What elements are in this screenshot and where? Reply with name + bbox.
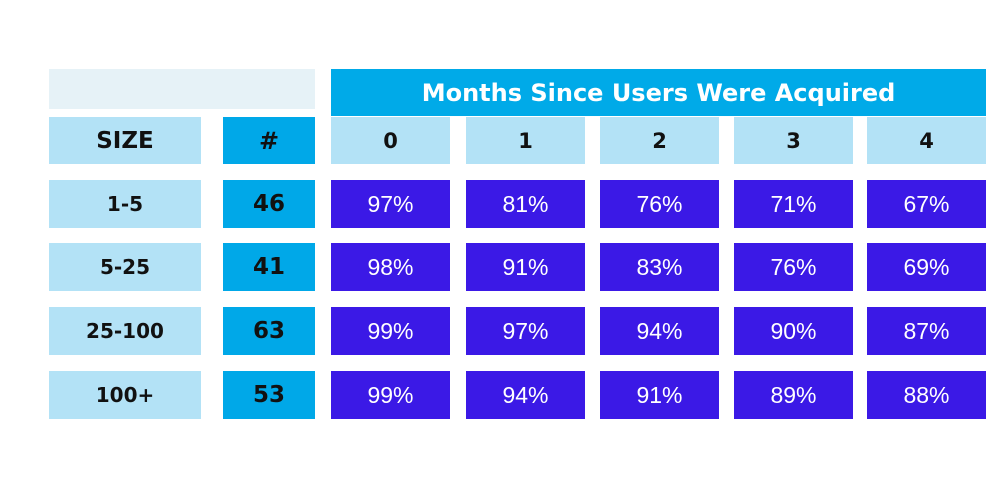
size-column-header: SIZE: [49, 117, 201, 164]
retention-value: 94%: [600, 307, 719, 355]
count-value: 41: [223, 243, 315, 291]
size-label: 5-25: [49, 243, 201, 291]
retention-value: 76%: [600, 180, 719, 228]
retention-value: 67%: [867, 180, 986, 228]
retention-value: 83%: [600, 243, 719, 291]
month-header-3: 3: [734, 117, 853, 164]
blank-header-cell: [49, 69, 315, 109]
retention-value: 90%: [734, 307, 853, 355]
count-value: 46: [223, 180, 315, 228]
size-label: 25-100: [49, 307, 201, 355]
retention-value: 88%: [867, 371, 986, 419]
month-header-0: 0: [331, 117, 450, 164]
retention-value: 94%: [466, 371, 585, 419]
retention-value: 69%: [867, 243, 986, 291]
retention-value: 71%: [734, 180, 853, 228]
size-label: 100+: [49, 371, 201, 419]
retention-value: 76%: [734, 243, 853, 291]
month-header-2: 2: [600, 117, 719, 164]
size-label: 1-5: [49, 180, 201, 228]
count-column-header: #: [223, 117, 315, 164]
retention-value: 91%: [466, 243, 585, 291]
month-header-4: 4: [867, 117, 986, 164]
month-header-1: 1: [466, 117, 585, 164]
retention-value: 98%: [331, 243, 450, 291]
retention-value: 99%: [331, 371, 450, 419]
count-value: 63: [223, 307, 315, 355]
retention-value: 99%: [331, 307, 450, 355]
retention-value: 81%: [466, 180, 585, 228]
retention-value: 89%: [734, 371, 853, 419]
retention-value: 97%: [331, 180, 450, 228]
retention-value: 97%: [466, 307, 585, 355]
chart-title: Months Since Users Were Acquired: [331, 69, 986, 116]
retention-value: 87%: [867, 307, 986, 355]
count-value: 53: [223, 371, 315, 419]
retention-value: 91%: [600, 371, 719, 419]
